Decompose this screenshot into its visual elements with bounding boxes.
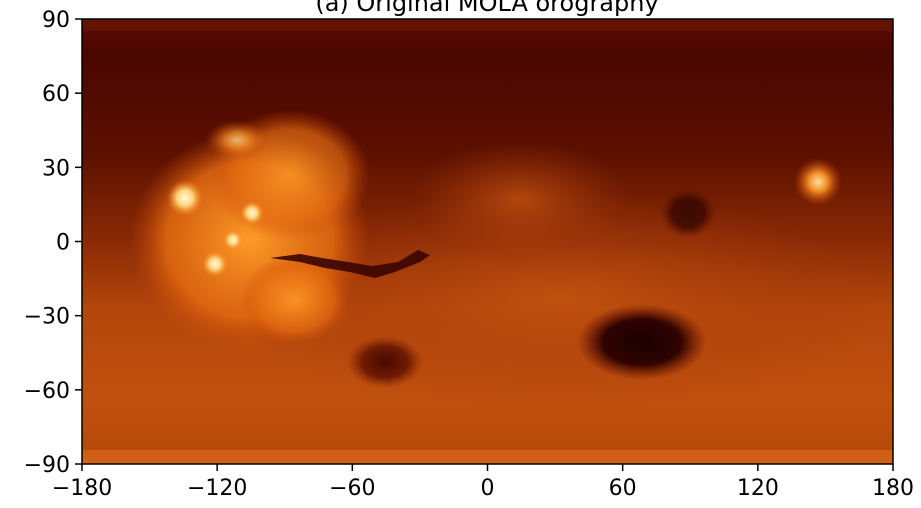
- map-area: [82, 19, 893, 464]
- ascraeus-mons: [240, 201, 264, 225]
- x-tick-label: 180: [872, 476, 914, 501]
- olympus-mons: [167, 180, 203, 216]
- y-tick-label: −30: [24, 305, 70, 330]
- x-tick-label: 0: [481, 476, 495, 501]
- y-tick-label: 30: [42, 156, 70, 181]
- south-polar-strip: [82, 450, 893, 464]
- x-tick-label: 120: [737, 476, 779, 501]
- argyre-basin: [347, 336, 423, 388]
- chart-title: (a) Original MOLA orography: [315, 0, 658, 17]
- x-tick-label: −180: [52, 476, 112, 501]
- valles-marineris: [270, 250, 430, 278]
- syria-planum: [240, 255, 350, 345]
- x-tick-label: 60: [609, 476, 637, 501]
- arsia-mons: [202, 251, 228, 277]
- y-axis: 90 60 30 0 −30 −60 −90: [24, 8, 82, 478]
- y-tick-label: 0: [56, 231, 70, 256]
- y-tick-label: 60: [42, 82, 70, 107]
- pavonis-mons: [223, 230, 243, 250]
- alba-mons: [205, 120, 269, 160]
- y-tick-label: −60: [24, 379, 70, 404]
- x-axis: −180 −120 −60 0 60 120 180: [52, 464, 914, 501]
- x-tick-label: −60: [329, 476, 375, 501]
- y-tick-label: −90: [24, 453, 70, 478]
- arabia-terra: [410, 140, 630, 260]
- y-tick-label: 90: [42, 8, 70, 33]
- north-polar-strip: [82, 19, 893, 31]
- isidis-basin: [660, 188, 716, 238]
- hellas-basin: [577, 304, 707, 380]
- elysium-mons: [794, 158, 842, 206]
- x-tick-label: −120: [187, 476, 247, 501]
